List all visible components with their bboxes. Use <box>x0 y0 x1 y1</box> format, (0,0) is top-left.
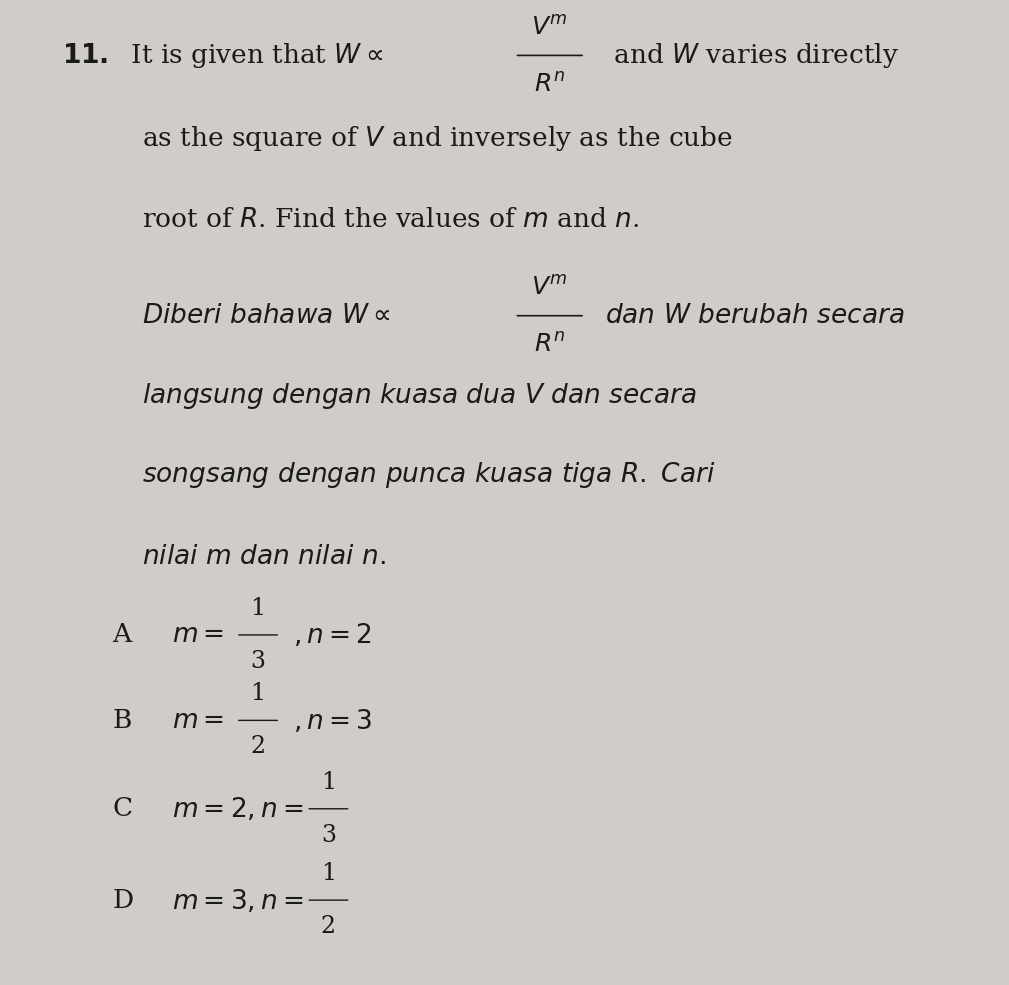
Text: $V^{m}$: $V^{m}$ <box>532 16 568 40</box>
Text: 1: 1 <box>321 862 336 886</box>
Text: $m = 3, n =$: $m = 3, n =$ <box>173 886 304 914</box>
Text: $\it{Diberi\ bahawa\ W \propto}$: $\it{Diberi\ bahawa\ W \propto}$ <box>142 303 390 328</box>
Text: D: D <box>112 887 133 913</box>
Text: 2: 2 <box>250 736 265 758</box>
Text: $R^{n}$: $R^{n}$ <box>535 73 565 97</box>
Text: $V^{m}$: $V^{m}$ <box>532 276 568 300</box>
Text: 1: 1 <box>321 770 336 794</box>
Text: 1: 1 <box>250 683 265 705</box>
Text: A: A <box>112 623 131 647</box>
Text: $R^{n}$: $R^{n}$ <box>535 333 565 358</box>
Text: $m =$: $m =$ <box>173 708 225 733</box>
Text: and $W$ varies directly: and $W$ varies directly <box>605 41 899 70</box>
Text: 1: 1 <box>250 597 265 620</box>
Text: $m = 2, n =$: $m = 2, n =$ <box>173 795 304 822</box>
Text: $\it{langsung\ dengan\ kuasa\ dua\ V\ dan\ secara}$: $\it{langsung\ dengan\ kuasa\ dua\ V\ da… <box>142 381 697 412</box>
Text: $\it{songsang\ dengan\ punca\ kuasa\ tiga\ R.\ Cari}$: $\it{songsang\ dengan\ punca\ kuasa\ tig… <box>142 460 715 490</box>
Text: as the square of $V$ and inversely as the cube: as the square of $V$ and inversely as th… <box>142 124 734 154</box>
Text: $, n = 2$: $, n = 2$ <box>294 622 372 648</box>
Text: 3: 3 <box>250 650 265 673</box>
Text: root of $R$. Find the values of $m$ and $n$.: root of $R$. Find the values of $m$ and … <box>142 207 640 231</box>
Text: 2: 2 <box>321 915 336 938</box>
Text: $m =$: $m =$ <box>173 623 225 647</box>
Text: $\mathbf{11.}$  It is given that $W \propto$: $\mathbf{11.}$ It is given that $W \prop… <box>62 41 382 70</box>
Text: $\it{dan\ W\ berubah\ secara}$: $\it{dan\ W\ berubah\ secara}$ <box>605 303 904 328</box>
Text: $, n = 3$: $, n = 3$ <box>294 707 372 734</box>
Text: 3: 3 <box>321 823 336 847</box>
Text: $\it{nilai\ m\ dan\ nilai\ n.}$: $\it{nilai\ m\ dan\ nilai\ n.}$ <box>142 544 385 569</box>
Text: B: B <box>112 708 131 733</box>
Text: C: C <box>112 796 132 821</box>
